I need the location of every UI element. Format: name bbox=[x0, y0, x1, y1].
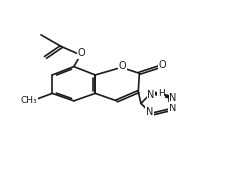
Text: CH₃: CH₃ bbox=[21, 96, 38, 105]
Text: N: N bbox=[169, 103, 176, 113]
Text: O: O bbox=[78, 48, 85, 58]
Text: O: O bbox=[158, 60, 166, 70]
Text: N: N bbox=[146, 107, 153, 117]
Text: H: H bbox=[158, 89, 164, 98]
Text: O: O bbox=[119, 61, 126, 71]
Text: N: N bbox=[169, 93, 177, 103]
Text: N: N bbox=[147, 90, 155, 100]
